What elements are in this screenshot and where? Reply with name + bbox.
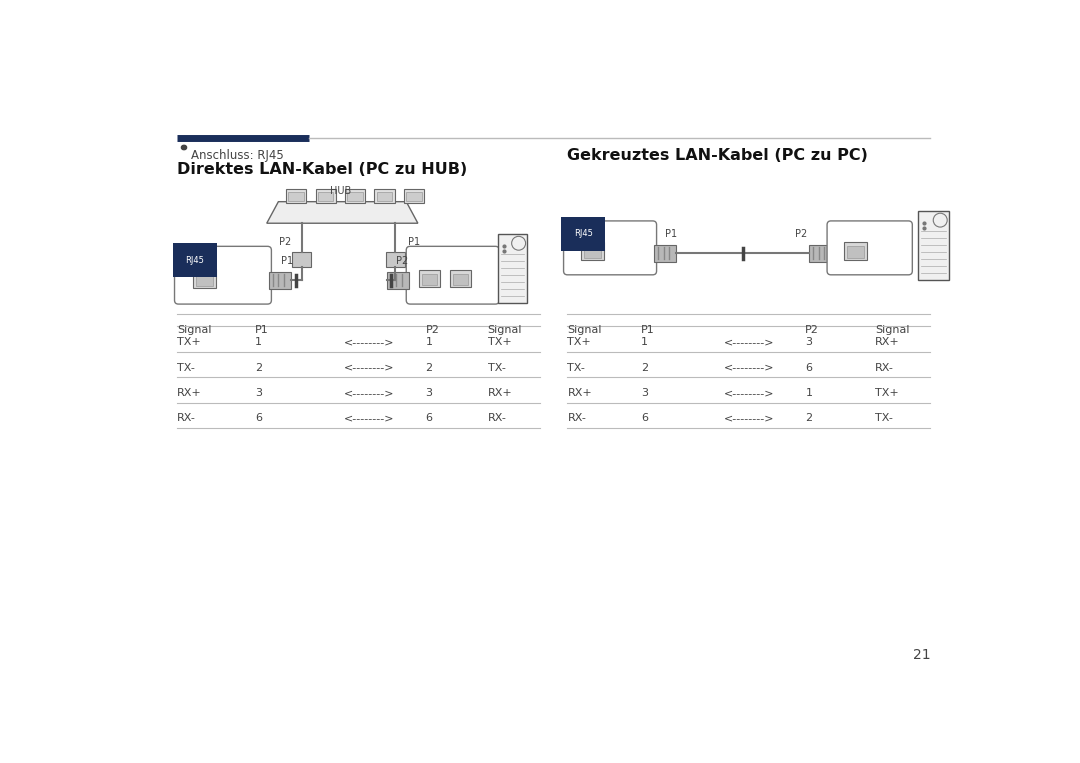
- Text: RX-: RX-: [875, 362, 894, 372]
- Text: Signal: Signal: [177, 325, 212, 335]
- FancyBboxPatch shape: [387, 272, 408, 288]
- Text: RX+: RX+: [177, 388, 202, 398]
- Text: 2: 2: [806, 414, 812, 423]
- FancyBboxPatch shape: [419, 270, 441, 287]
- Text: TX-: TX-: [875, 414, 893, 423]
- Text: RX-: RX-: [177, 414, 195, 423]
- Text: P2: P2: [796, 229, 808, 239]
- FancyBboxPatch shape: [847, 246, 864, 258]
- FancyBboxPatch shape: [293, 252, 311, 267]
- FancyBboxPatch shape: [809, 245, 831, 262]
- Text: RX+: RX+: [488, 388, 512, 398]
- FancyBboxPatch shape: [845, 242, 867, 260]
- Text: 6: 6: [806, 362, 812, 372]
- Text: Signal: Signal: [488, 325, 522, 335]
- FancyBboxPatch shape: [422, 274, 437, 285]
- Text: P2: P2: [396, 256, 408, 266]
- Text: 6: 6: [255, 414, 262, 423]
- Text: 21: 21: [913, 648, 930, 662]
- Text: 3: 3: [426, 388, 433, 398]
- FancyBboxPatch shape: [318, 192, 334, 201]
- FancyBboxPatch shape: [345, 189, 365, 203]
- Text: 1: 1: [806, 388, 812, 398]
- Text: 1: 1: [642, 337, 648, 347]
- Text: Anschluss: RJ45: Anschluss: RJ45: [191, 150, 284, 163]
- FancyBboxPatch shape: [654, 245, 676, 262]
- FancyBboxPatch shape: [406, 192, 422, 201]
- Text: RX-: RX-: [488, 414, 507, 423]
- Text: <-------->: <-------->: [345, 414, 395, 423]
- Text: 6: 6: [426, 414, 433, 423]
- Text: TX-: TX-: [488, 362, 505, 372]
- Text: <-------->: <-------->: [345, 337, 395, 347]
- Text: <-------->: <-------->: [724, 388, 774, 398]
- Text: 2: 2: [642, 362, 648, 372]
- Text: <-------->: <-------->: [724, 414, 774, 423]
- Text: <-------->: <-------->: [345, 388, 395, 398]
- Text: P1: P1: [642, 325, 654, 335]
- Text: <-------->: <-------->: [724, 362, 774, 372]
- Text: TX+: TX+: [875, 388, 899, 398]
- Text: TX+: TX+: [488, 337, 511, 347]
- Text: 3: 3: [806, 337, 812, 347]
- Text: 3: 3: [255, 388, 262, 398]
- Text: P1: P1: [255, 325, 269, 335]
- FancyBboxPatch shape: [348, 192, 363, 201]
- FancyBboxPatch shape: [315, 189, 336, 203]
- FancyBboxPatch shape: [827, 221, 913, 275]
- FancyBboxPatch shape: [564, 221, 657, 275]
- FancyBboxPatch shape: [288, 192, 303, 201]
- Text: RX-: RX-: [567, 414, 586, 423]
- Text: P2: P2: [426, 325, 440, 335]
- FancyBboxPatch shape: [406, 246, 499, 304]
- FancyBboxPatch shape: [583, 246, 600, 258]
- FancyBboxPatch shape: [269, 272, 291, 288]
- Text: TX+: TX+: [177, 337, 201, 347]
- FancyBboxPatch shape: [197, 273, 213, 285]
- Text: Signal: Signal: [875, 325, 909, 335]
- Text: 3: 3: [642, 388, 648, 398]
- Text: 1: 1: [255, 337, 262, 347]
- FancyBboxPatch shape: [377, 192, 392, 201]
- Text: Direktes LAN-Kabel (PC zu HUB): Direktes LAN-Kabel (PC zu HUB): [177, 162, 468, 176]
- Text: Gekreuztes LAN-Kabel (PC zu PC): Gekreuztes LAN-Kabel (PC zu PC): [567, 148, 868, 163]
- FancyBboxPatch shape: [175, 246, 271, 304]
- Text: TX+: TX+: [567, 337, 591, 347]
- Polygon shape: [267, 201, 418, 224]
- FancyBboxPatch shape: [581, 242, 604, 260]
- FancyBboxPatch shape: [286, 189, 307, 203]
- Text: P1: P1: [408, 237, 420, 247]
- FancyBboxPatch shape: [387, 252, 405, 267]
- Text: 1: 1: [426, 337, 433, 347]
- FancyBboxPatch shape: [453, 274, 469, 285]
- FancyBboxPatch shape: [918, 211, 948, 280]
- Text: P1: P1: [665, 229, 677, 239]
- Text: <-------->: <-------->: [345, 362, 395, 372]
- Text: Signal: Signal: [567, 325, 602, 335]
- FancyBboxPatch shape: [375, 189, 394, 203]
- Text: P2: P2: [806, 325, 820, 335]
- Text: P2: P2: [279, 237, 291, 247]
- Text: TX-: TX-: [567, 362, 585, 372]
- FancyBboxPatch shape: [498, 234, 527, 304]
- Text: HUB: HUB: [329, 185, 351, 195]
- Text: TX-: TX-: [177, 362, 194, 372]
- Text: <-------->: <-------->: [724, 337, 774, 347]
- Text: RJ45: RJ45: [573, 230, 593, 238]
- Text: RJ45: RJ45: [186, 256, 204, 265]
- Text: 2: 2: [255, 362, 262, 372]
- FancyBboxPatch shape: [193, 269, 216, 288]
- Text: RX+: RX+: [567, 388, 592, 398]
- Text: 2: 2: [426, 362, 433, 372]
- Text: P1: P1: [282, 256, 294, 266]
- Text: 6: 6: [642, 414, 648, 423]
- FancyBboxPatch shape: [449, 270, 471, 287]
- Text: RX+: RX+: [875, 337, 900, 347]
- FancyBboxPatch shape: [404, 189, 424, 203]
